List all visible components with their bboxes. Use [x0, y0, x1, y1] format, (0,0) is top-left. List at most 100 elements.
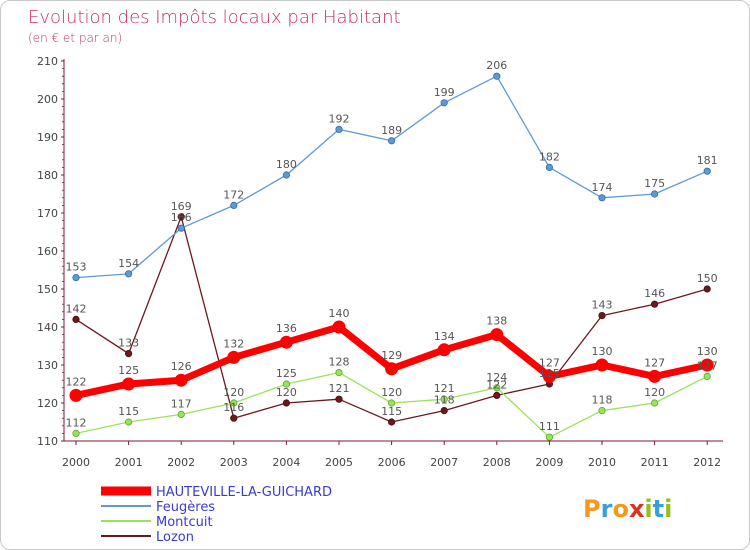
y-tick-label: 130 — [37, 359, 58, 372]
data-point — [230, 399, 238, 407]
data-label: 126 — [171, 360, 192, 373]
legend-label: Montcuit — [156, 515, 213, 530]
data-point — [72, 315, 80, 323]
x-tick-label: 2004 — [272, 456, 300, 469]
data-point — [282, 171, 290, 179]
data-label: 166 — [171, 211, 192, 224]
data-label: 121 — [329, 382, 350, 395]
data-point — [72, 429, 80, 437]
data-label: 189 — [381, 124, 402, 137]
x-tick-label: 2006 — [378, 456, 406, 469]
data-labels: 142 133 169 116 120 121 115 118 122 125 143 146 150 1… — [66, 59, 718, 433]
data-point — [72, 273, 80, 282]
data-point — [703, 372, 711, 380]
legend-label: Feugères — [156, 500, 215, 515]
data-point — [335, 125, 343, 133]
data-label: 118 — [592, 394, 613, 407]
data-label: 130 — [697, 345, 718, 358]
data-label: 146 — [644, 287, 665, 300]
data-point — [122, 377, 136, 391]
data-point — [332, 320, 346, 334]
data-label: 127 — [697, 359, 718, 372]
data-point — [703, 285, 711, 293]
y-tick-label: 210 — [37, 55, 58, 68]
data-point — [335, 395, 343, 403]
proxiti-logo: Proxiti — [583, 495, 672, 523]
y-tick-label: 110 — [37, 435, 58, 448]
data-point — [650, 399, 659, 407]
data-point — [230, 414, 238, 422]
logo-letter: i — [664, 495, 672, 523]
data-point — [542, 369, 556, 383]
x-tick-label: 2012 — [693, 456, 721, 469]
data-point — [282, 399, 290, 407]
data-label: 125 — [539, 367, 560, 380]
data-label: 143 — [592, 299, 613, 312]
logo-letter: t — [653, 495, 664, 523]
data-point — [598, 311, 606, 320]
data-point — [177, 410, 185, 418]
chart-title: Evolution des Impôts locaux par Habitant — [28, 7, 401, 28]
data-point — [335, 368, 343, 377]
data-label: 116 — [223, 401, 244, 414]
data-point — [387, 399, 396, 407]
data-point — [230, 201, 238, 209]
data-label: 154 — [118, 257, 139, 270]
data-point — [493, 72, 501, 80]
data-point — [440, 99, 448, 107]
data-label: 125 — [276, 367, 297, 380]
y-tick-label: 190 — [37, 131, 58, 144]
y-tick-label: 160 — [37, 245, 58, 258]
x-tick-label: 2009 — [535, 456, 563, 469]
logo-letter: r — [601, 495, 613, 523]
data-label: 169 — [171, 200, 192, 213]
data-point — [545, 433, 554, 441]
data-label: 122 — [486, 378, 507, 391]
data-point — [69, 388, 83, 402]
data-label: 125 — [118, 364, 139, 377]
data-label: 130 — [592, 345, 613, 358]
data-point — [177, 213, 185, 221]
data-label: 136 — [276, 322, 297, 335]
logo-letter: o — [612, 495, 629, 523]
data-point — [703, 167, 711, 175]
x-tick-label: 2005 — [325, 456, 353, 469]
data-point — [282, 380, 290, 388]
data-point — [440, 406, 448, 415]
data-label: 120 — [276, 386, 297, 399]
data-label: 128 — [329, 356, 350, 369]
x-tick-label: 2007 — [430, 456, 458, 469]
data-label: 115 — [381, 405, 402, 418]
y-tick-label: 170 — [37, 207, 58, 220]
y-tick-label: 200 — [37, 93, 58, 106]
data-label: 182 — [539, 150, 560, 163]
x-tick-label: 2008 — [483, 456, 511, 469]
data-label: 118 — [434, 394, 455, 407]
data-label: 115 — [118, 405, 139, 418]
data-point — [177, 224, 185, 232]
data-point — [279, 335, 293, 349]
data-label: 181 — [697, 154, 718, 167]
data-label: 142 — [66, 302, 87, 315]
data-label: 174 — [592, 181, 613, 194]
x-tick-label: 2003 — [220, 456, 248, 469]
data-point — [700, 358, 714, 372]
data-label: 120 — [381, 386, 402, 399]
x-tick-label: 2010 — [588, 456, 616, 469]
data-label: 206 — [486, 59, 507, 72]
data-label: 111 — [539, 420, 560, 433]
data-point — [598, 194, 606, 202]
data-label: 117 — [171, 397, 192, 410]
data-label: 180 — [276, 158, 297, 171]
data-point — [598, 406, 606, 415]
data-label: 192 — [329, 112, 350, 125]
data-label: 124 — [486, 371, 507, 384]
data-label: 127 — [644, 356, 665, 369]
data-point — [125, 349, 133, 358]
data-label: 121 — [434, 382, 455, 395]
data-point — [595, 358, 609, 372]
x-tick-label: 2001 — [115, 456, 143, 469]
legend-label: Lozon — [156, 530, 194, 545]
